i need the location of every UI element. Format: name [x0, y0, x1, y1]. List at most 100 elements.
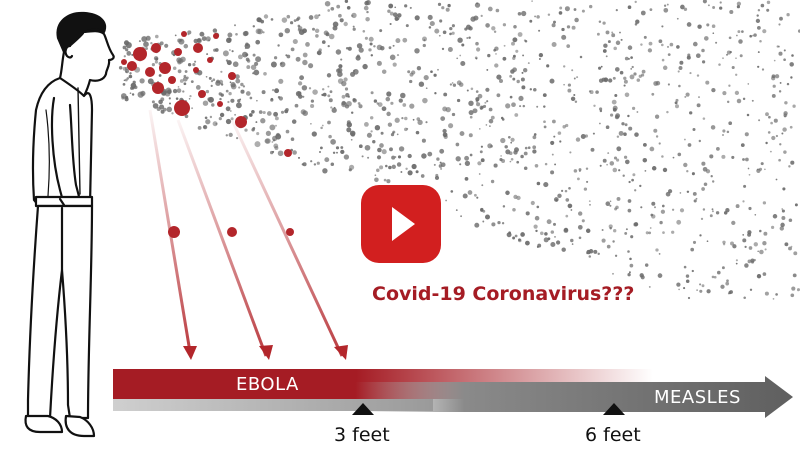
aerosol-particle: [780, 222, 785, 228]
falling-droplets: [168, 149, 294, 238]
aerosol-particle: [538, 29, 541, 32]
aerosol-particle: [695, 53, 701, 59]
aerosol-particle: [543, 105, 546, 108]
aerosol-particle: [121, 96, 125, 100]
aerosol-particle: [782, 127, 787, 132]
aerosol-particle: [290, 137, 295, 141]
aerosol-particle: [510, 141, 513, 144]
aerosol-particle: [468, 100, 474, 106]
aerosol-particle: [183, 43, 189, 49]
aerosol-particle: [660, 209, 666, 214]
aerosol-particle: [330, 6, 335, 11]
aerosol-particle: [459, 54, 462, 57]
aerosol-particle: [520, 154, 524, 159]
aerosol-particle: [748, 206, 752, 211]
aerosol-particle: [166, 106, 173, 113]
aerosol-particle: [292, 38, 298, 45]
aerosol-particle: [748, 246, 753, 250]
aerosol-particle: [517, 11, 522, 16]
aerosol-particle: [420, 174, 425, 178]
aerosol-particle: [310, 99, 315, 103]
aerosol-particle: [395, 38, 401, 44]
aerosol-particle: [141, 36, 148, 42]
aerosol-particle: [347, 95, 350, 98]
aerosol-particle: [235, 78, 241, 84]
aerosol-particle: [291, 119, 297, 124]
aerosol-particle: [509, 74, 513, 78]
aerosol-particle: [519, 105, 522, 108]
aerosol-particle: [613, 156, 618, 160]
aerosol-particle: [525, 240, 530, 246]
aerosol-particle: [502, 205, 506, 208]
aerosol-particle: [416, 117, 421, 121]
aerosol-particle: [269, 124, 276, 131]
aerosol-particle: [603, 43, 608, 48]
video-caption[interactable]: Covid-19 Coronavirus???: [372, 283, 635, 305]
aerosol-particle: [297, 28, 302, 32]
aerosol-particle: [208, 39, 211, 42]
aerosol-particle: [302, 59, 308, 66]
aerosol-particle: [615, 9, 618, 12]
aerosol-particle: [314, 28, 320, 34]
aerosol-particle: [208, 96, 214, 103]
aerosol-particle: [512, 236, 516, 240]
aerosol-particle: [691, 172, 695, 176]
aerosol-particle: [661, 155, 664, 158]
aerosol-particle: [377, 102, 383, 107]
aerosol-particle: [227, 100, 230, 104]
aerosol-particle: [393, 12, 398, 17]
aerosol-particle: [619, 31, 621, 34]
aerosol-particle: [313, 163, 317, 166]
aerosol-particle: [455, 209, 458, 211]
aerosol-particle: [606, 163, 608, 166]
aerosol-particle: [191, 107, 194, 110]
aerosol-particle: [543, 125, 547, 129]
aerosol-particle: [775, 178, 778, 181]
aerosol-particle: [364, 122, 369, 127]
aerosol-particle: [238, 86, 241, 89]
aerosol-particle: [561, 27, 565, 32]
aerosol-particle: [543, 237, 549, 243]
aerosol-particle: [651, 92, 655, 96]
aerosol-particle: [168, 97, 171, 100]
aerosol-particle: [549, 78, 555, 84]
aerosol-particle: [436, 157, 440, 161]
aerosol-particle: [480, 14, 483, 18]
aerosol-particle: [768, 115, 771, 119]
aerosol-particle: [488, 107, 493, 112]
aerosol-particle: [356, 43, 363, 49]
aerosol-particle: [640, 206, 643, 209]
aerosol-particle: [484, 214, 491, 220]
aerosol-particle: [312, 27, 315, 31]
aerosol-particle: [281, 17, 288, 23]
aerosol-particle: [302, 162, 307, 167]
aerosol-particle: [256, 99, 258, 102]
aerosol-particle: [609, 227, 612, 230]
aerosol-particle: [466, 37, 469, 39]
aerosol-particle: [623, 79, 628, 84]
aerosol-particle: [701, 284, 705, 288]
aerosol-particle: [252, 53, 256, 57]
aerosol-particle: [503, 44, 506, 47]
aerosol-particle: [449, 32, 452, 36]
aerosol-particle: [636, 111, 639, 113]
aerosol-particle: [365, 16, 370, 22]
aerosol-particle: [464, 177, 469, 181]
aerosol-particle: [175, 97, 179, 100]
aerosol-particle: [138, 40, 141, 43]
aerosol-particle: [561, 247, 566, 252]
aerosol-particle: [616, 196, 621, 201]
aerosol-particle: [524, 146, 528, 150]
aerosol-particle: [152, 103, 159, 109]
aerosol-particle: [788, 165, 791, 168]
aerosol-particle: [743, 296, 746, 300]
aerosol-particle: [122, 45, 127, 50]
aerosol-particle: [692, 41, 698, 47]
aerosol-particle: [596, 32, 600, 36]
aerosol-particle: [516, 160, 520, 164]
video-play-button[interactable]: [361, 185, 441, 263]
aerosol-particle: [778, 51, 783, 56]
aerosol-particle: [735, 73, 738, 76]
aerosol-particle: [728, 121, 733, 126]
aerosol-particle: [712, 6, 716, 9]
